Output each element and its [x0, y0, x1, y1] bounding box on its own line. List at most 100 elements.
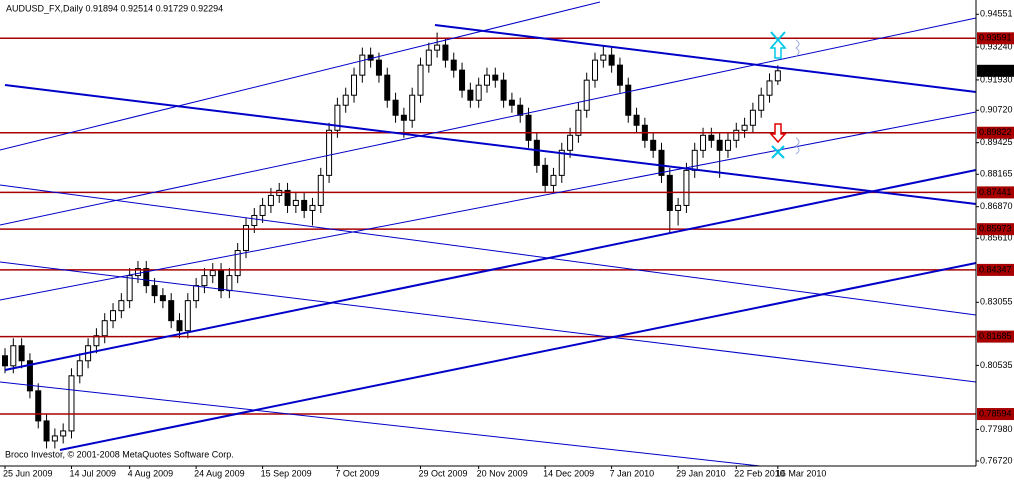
candle-body [716, 139, 723, 151]
x-tick-label: 29 Jan 2010 [676, 468, 726, 478]
candle-body [616, 64, 623, 86]
candle-body [284, 189, 291, 206]
level-label: 0.78594 [979, 408, 1012, 418]
y-tick-label: 0.85610 [980, 233, 1013, 243]
trendline [0, 381, 761, 467]
chart-title: AUDUSD_FX,Daily 0.91894 0.92514 0.91729 … [6, 3, 223, 13]
y-tick-label: 0.86870 [980, 201, 1013, 211]
candle-body [35, 390, 42, 422]
tail-icon [795, 137, 800, 155]
cross-icon [771, 145, 785, 159]
candle-body [226, 275, 233, 292]
candle-body [741, 124, 748, 131]
candle-body [417, 64, 424, 96]
candle-body [251, 214, 258, 226]
candle-body [558, 149, 565, 176]
y-tick-label: 0.76720 [980, 455, 1013, 465]
up-arrow [769, 38, 787, 59]
candle-body [259, 204, 266, 216]
candle-body [650, 139, 657, 151]
candle-body [550, 174, 557, 186]
trendline [0, 111, 977, 301]
candle-body [608, 54, 615, 66]
candle-body [625, 84, 632, 116]
candle-body [442, 44, 449, 61]
x-tick-label: 29 Oct 2009 [419, 468, 468, 478]
candle-body [68, 375, 75, 432]
level-label: 0.87441 [979, 187, 1012, 197]
candle-body [375, 59, 382, 76]
candle-body [118, 300, 125, 312]
candle-body [292, 199, 299, 206]
candle-body [508, 99, 515, 106]
candle-body [774, 70, 781, 82]
candle-body [517, 104, 524, 116]
candle-body [675, 204, 682, 211]
candle-body [633, 114, 640, 126]
candle-body [467, 89, 474, 101]
candle-body [542, 164, 549, 186]
candle-body [749, 109, 756, 126]
candle-body [168, 300, 175, 322]
y-tick-label: 0.83055 [980, 297, 1013, 307]
candles [2, 32, 781, 449]
candle-body [409, 94, 416, 121]
level-label-box [977, 223, 1014, 236]
candle-body [425, 49, 432, 66]
x-tick-label: 14 Dec 2009 [543, 468, 594, 478]
x-tick-label: 15 Sep 2009 [261, 468, 312, 478]
y-tick-label: 0.94551 [980, 9, 1013, 19]
x-tick-label: 22 Feb 2010 [734, 468, 785, 478]
candle-body [533, 139, 540, 166]
trendline [4, 84, 977, 205]
candle-body [583, 79, 590, 111]
candle-body [301, 199, 308, 211]
trendline [434, 24, 977, 93]
candle-body [600, 54, 607, 61]
level-label: 0.81685 [979, 331, 1012, 341]
candle-body [592, 59, 599, 81]
candle-body [525, 114, 532, 141]
candle-body [209, 270, 216, 277]
axes [0, 0, 977, 467]
candle-body [758, 94, 765, 111]
candle-body [400, 114, 407, 121]
candle-body [309, 204, 316, 211]
signal-icons [769, 31, 800, 159]
y-tick-label: 0.88165 [980, 169, 1013, 179]
candle-body [766, 80, 773, 96]
candle-body [475, 84, 482, 101]
candle-body [492, 74, 499, 81]
candle-body [317, 174, 324, 206]
candle-body [326, 129, 333, 176]
x-tick-label: 25 Jun 2009 [3, 468, 53, 478]
y-tick-label: 0.77980 [980, 424, 1013, 434]
candle-body [26, 360, 33, 392]
candle-body [392, 99, 399, 116]
candle-body [218, 270, 225, 292]
candle-body [201, 275, 208, 287]
trendline [0, 1, 601, 151]
candle-body [334, 104, 341, 131]
candle-body [93, 335, 100, 347]
trendline [0, 184, 977, 316]
candle-body [159, 295, 166, 302]
y-tick-label: 0.80535 [980, 360, 1013, 370]
candle-body [483, 74, 490, 86]
candle-body [434, 44, 441, 51]
candle-body [567, 134, 574, 151]
candle-body [60, 430, 67, 437]
level-label: 0.93591 [979, 33, 1012, 43]
candle-body [683, 169, 690, 206]
trendline [4, 169, 977, 371]
y-tick-label: 0.89425 [980, 137, 1013, 147]
x-tick-label: 20 Nov 2009 [477, 468, 528, 478]
candle-body [342, 94, 349, 106]
candle-body [76, 360, 83, 377]
tail-icon [795, 39, 800, 57]
y-tick-label: 0.91930 [980, 74, 1013, 84]
level-label-box [977, 330, 1014, 343]
footer: Broco Investor, © 2001-2008 MetaQuotes S… [5, 449, 234, 459]
trendlines [0, 1, 977, 467]
